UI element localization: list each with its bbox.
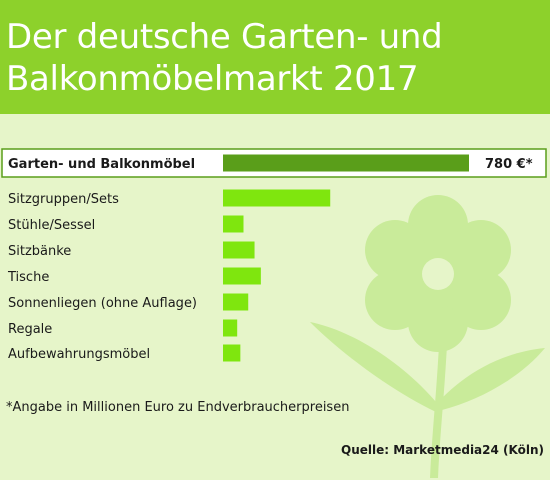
category-label: Stühle/Sessel xyxy=(8,218,95,233)
source-credit: Quelle: Marketmedia24 (Köln) xyxy=(341,443,544,457)
category-label: Sitzbänke xyxy=(8,244,71,259)
category-label: Aufbewahrungsmöbel xyxy=(8,347,150,362)
bar xyxy=(223,189,331,207)
bar xyxy=(223,267,261,285)
footnote: *Angabe in Millionen Euro zu Endverbrauc… xyxy=(6,400,350,415)
value-label: 780 €* xyxy=(485,157,533,172)
bar xyxy=(223,344,241,362)
chart-title: Der deutsche Garten- und Balkonmöbelmark… xyxy=(6,16,443,100)
bar xyxy=(223,241,255,259)
bar xyxy=(223,215,244,233)
title-line-2: Balkonmöbelmarkt 2017 xyxy=(6,59,419,99)
header-banner xyxy=(0,0,550,114)
bar xyxy=(223,319,238,337)
bar xyxy=(223,154,469,172)
bar xyxy=(223,293,249,311)
category-label: Regale xyxy=(8,322,52,337)
title-line-1: Der deutsche Garten- und xyxy=(6,17,443,57)
category-label: Tische xyxy=(7,270,49,285)
category-label: Garten- und Balkonmöbel xyxy=(8,157,195,172)
category-label: Sitzgruppen/Sets xyxy=(8,192,119,207)
category-label: Sonnenliegen (ohne Auflage) xyxy=(8,296,197,311)
